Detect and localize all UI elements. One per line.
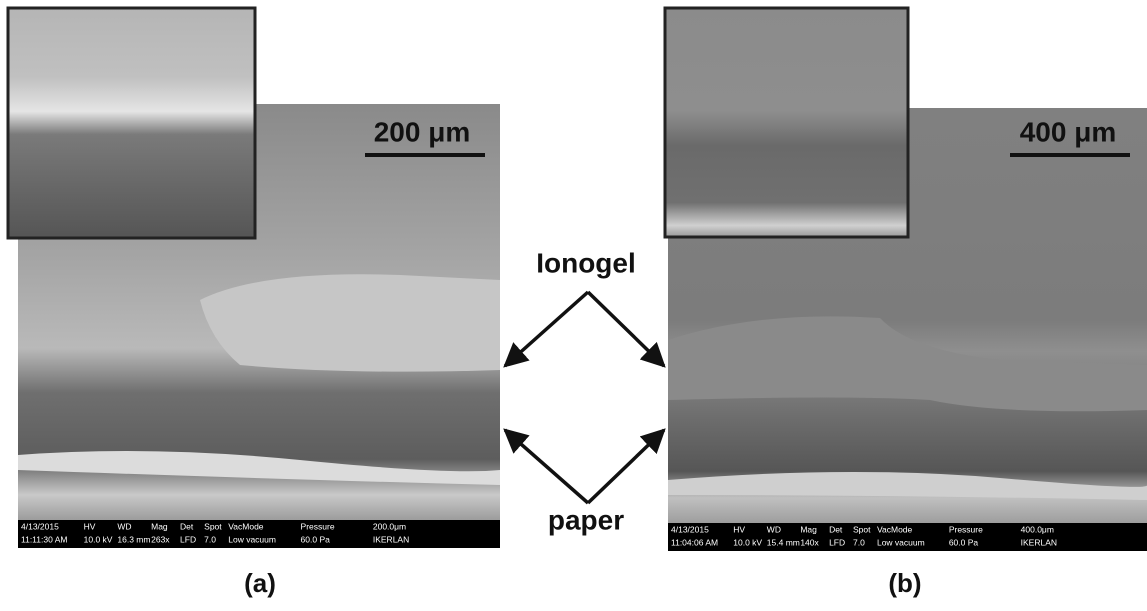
info-text: Det (829, 524, 843, 534)
info-text: 60.0 Pa (301, 534, 331, 544)
info-text: 400.0μm (1021, 524, 1054, 534)
annotation: Ionogel (536, 247, 636, 278)
figure: 200 μm 4/13/2015 HV WD Mag Det Spot VacMode Pre… (0, 0, 1147, 606)
info-text: WD (767, 524, 781, 534)
info-text: LFD (829, 537, 845, 547)
info-text: Pressure (301, 521, 335, 531)
info-text: Mag (151, 521, 168, 531)
info-text: 60.0 Pa (949, 537, 979, 547)
info-text: IKERLAN (1021, 537, 1057, 547)
info-text: 10.0 kV (733, 537, 762, 547)
panel-label: (b) (888, 568, 921, 598)
info-text: 4/13/2015 (21, 521, 59, 531)
inset-image (8, 8, 255, 238)
info-text: Spot (204, 521, 222, 531)
info-text: VacMode (228, 521, 264, 531)
scale-label: 200 μm (374, 116, 471, 147)
info-text: 263x (151, 534, 170, 544)
info-text: 16.3 mm (117, 534, 150, 544)
info-text: HV (733, 524, 745, 534)
info-text: 140x (800, 537, 819, 547)
ionogel-layer (200, 274, 500, 371)
info-text: VacMode (877, 524, 913, 534)
inset-image (665, 8, 908, 237)
scale-label: 400 μm (1020, 116, 1117, 147)
arrows (505, 292, 664, 503)
info-text: LFD (180, 534, 196, 544)
info-text: WD (117, 521, 131, 531)
info-text: 7.0 (853, 537, 865, 547)
info-text: 11:11:30 AM (21, 534, 67, 544)
info-text: Low vacuum (877, 537, 925, 547)
info-text: HV (84, 521, 96, 531)
info-text: 11:04:06 AM (671, 537, 718, 547)
info-text: Det (180, 521, 194, 531)
info-text: 200.0μm (373, 521, 406, 531)
annotation: paper (548, 504, 624, 535)
info-text: 7.0 (204, 534, 216, 544)
info-text: 4/13/2015 (671, 524, 709, 534)
info-text: 10.0 kV (84, 534, 113, 544)
info-text: IKERLAN (373, 534, 409, 544)
info-text: Low vacuum (228, 534, 276, 544)
info-text: Mag (800, 524, 817, 534)
info-text: Spot (853, 524, 871, 534)
info-text: 15.4 mm (767, 537, 800, 547)
info-text: Pressure (949, 524, 983, 534)
panel-label: (a) (244, 568, 276, 598)
